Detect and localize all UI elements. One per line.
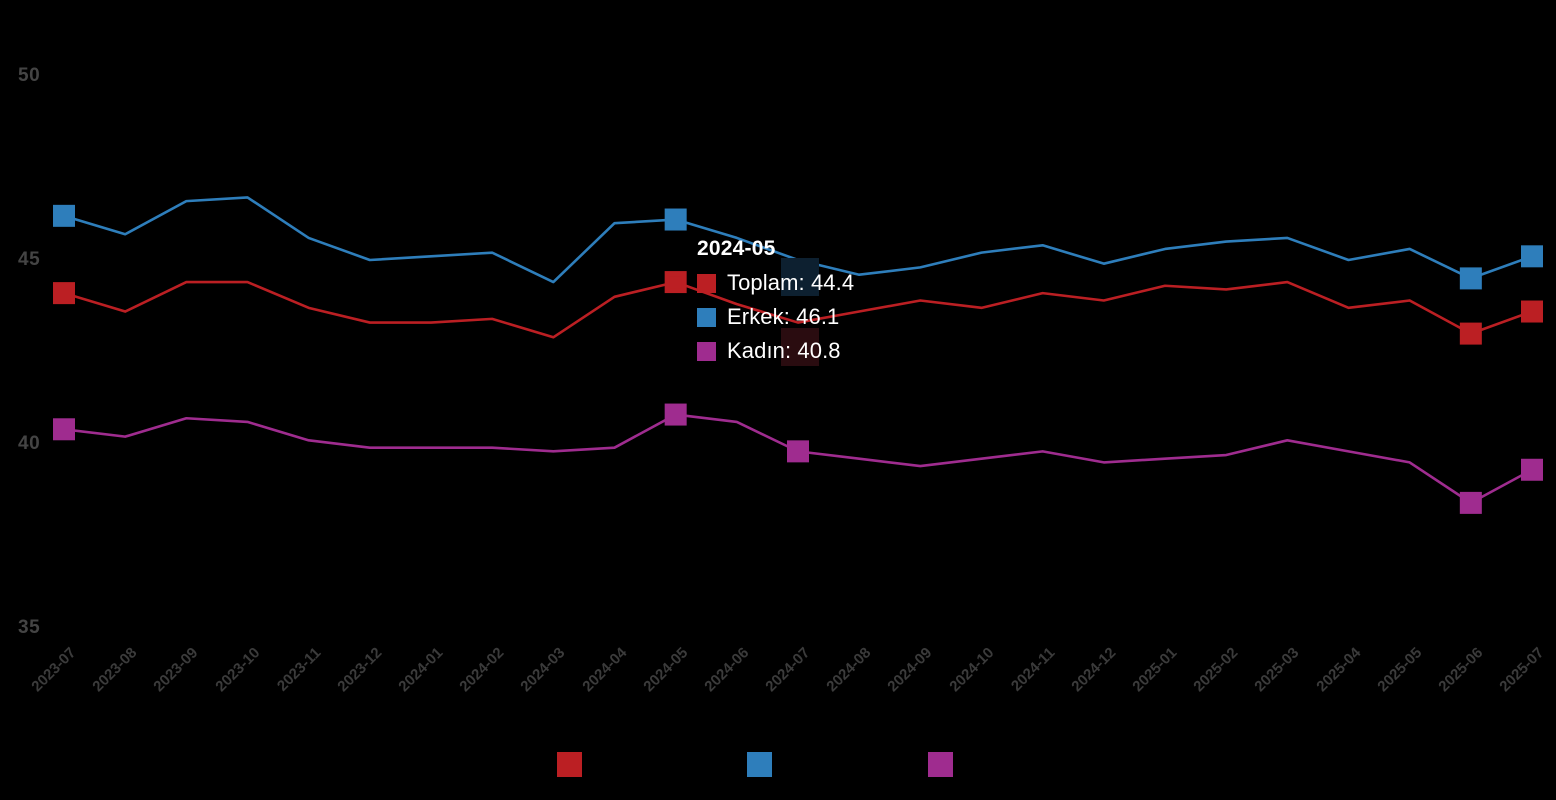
legend-item-toplam[interactable]: Toplam (557, 752, 637, 777)
legend-color-swatch[interactable] (747, 752, 773, 777)
data-point-marker[interactable] (787, 440, 809, 463)
legend-color-swatch[interactable] (557, 752, 583, 777)
hover-point-marker (669, 408, 682, 421)
chart-legend[interactable]: Toplam Erkek Kadın (0, 752, 1556, 777)
data-point-marker[interactable] (1521, 300, 1543, 323)
legend-color-swatch[interactable] (927, 752, 953, 777)
data-point-marker[interactable] (53, 282, 75, 305)
data-point-marker[interactable] (53, 418, 75, 441)
legend-item-erkek[interactable]: Erkek (747, 752, 818, 777)
y-axis-tick-label: 40 (18, 433, 41, 454)
hover-point-marker (669, 213, 682, 226)
tooltip-backdrop-square (781, 328, 819, 366)
hover-point-marker (669, 276, 682, 289)
series-line-toplam[interactable] (62, 280, 1534, 339)
legend-label: Kadın (959, 756, 999, 773)
data-point-marker[interactable] (53, 204, 75, 227)
data-point-marker[interactable] (1521, 245, 1543, 268)
data-point-marker[interactable] (1521, 458, 1543, 481)
y-axis-tick-label: 35 (18, 617, 41, 638)
y-axis-tick-label: 50 (18, 65, 41, 86)
data-point-marker[interactable] (1459, 491, 1482, 514)
legend-label: Erkek (779, 756, 818, 773)
data-point-marker[interactable] (1459, 322, 1482, 345)
data-point-marker[interactable] (1459, 267, 1482, 290)
tooltip-backdrop-square (781, 258, 819, 296)
legend-item-kadın[interactable]: Kadın (927, 752, 999, 777)
legend-label: Toplam (589, 756, 638, 773)
y-axis-tick-label: 45 (18, 249, 41, 270)
